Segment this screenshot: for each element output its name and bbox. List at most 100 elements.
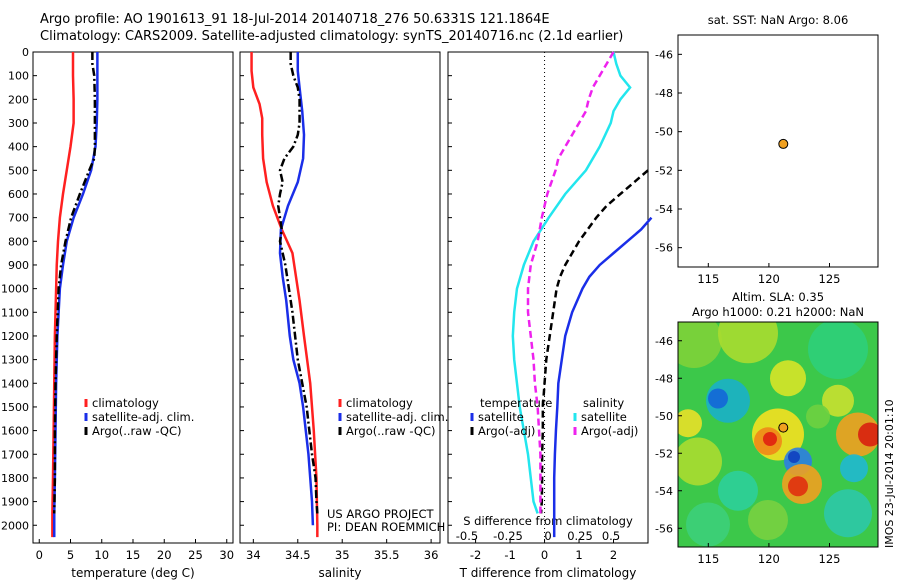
depth-tick-label: 1700 [1,448,29,461]
salinity-difference-tick-label: -0.5 [456,529,478,543]
altimetry-title: Altim. SLA: 0.35 [732,290,824,304]
salinity-legend-label: satellite-adj. clim. [346,410,448,424]
salinity-difference-tick-label: 0.25 [567,529,593,543]
project-annotation: US ARGO PROJECT [327,507,435,521]
difference-legend-label: Argo(-adj) [478,424,535,438]
salinity-series-argo---raw--qc- [276,52,319,514]
position-map-lat-tick-label: -56 [655,242,673,255]
depth-tick-label: 400 [8,141,29,154]
difference-tick-label: -1 [504,548,515,562]
depth-tick-label: 2000 [1,519,29,532]
float-position-marker [778,138,789,149]
depth-tick-label: 0 [22,46,29,59]
sla-anomaly-blob [763,432,777,446]
sla-heatmap [678,322,878,547]
argo-height-title: Argo h1000: 0.21 h2000: NaN [692,305,864,319]
salinity-difference-axis-label: S difference from climatology [463,514,633,528]
sla-anomaly-blob [824,489,872,538]
sla-anomaly-blob [678,322,722,368]
sla-anomaly-blob [808,322,868,379]
imos-timestamp-label: IMOS 23-Jul-2014 20:01:10 [883,399,896,548]
salinity-difference-tick-label: 0 [544,529,551,543]
difference-legend-title: temperature [480,396,552,410]
depth-tick-label: 1500 [1,401,29,414]
difference-series-2 [511,51,632,514]
difference-panel-frame [447,51,649,544]
position-map-lat-tick-label: -50 [655,126,673,139]
plot-title-line-1: Argo profile: AO 1901613_91 18-Jul-2014 … [40,12,550,27]
difference-legend-label: Argo(-adj) [581,424,638,438]
sla-anomaly-blob [678,437,722,486]
sla-anomaly-blob [806,404,830,429]
temperature-tick-label: 10 [94,548,109,562]
sla-anomaly-blob [678,409,702,438]
temperature-tick-label: 5 [67,548,74,562]
depth-tick-label: 200 [8,93,29,106]
sla-anomaly-blob [840,454,868,483]
depth-tick-label: 900 [8,259,29,272]
sla-anomaly-blob [822,384,854,417]
altimetry-map-lat-tick-label: -48 [655,372,673,385]
pi-annotation: PI: DEAN ROEMMICH [327,520,445,534]
altimetry-map-lon-tick-label: 120 [758,552,780,566]
depth-tick-label: 600 [8,188,29,201]
depth-tick-label: 1600 [1,425,29,438]
temperature-panel-frame [32,51,234,544]
difference-tick-label: -2 [470,548,481,562]
altimetry-map-lat-tick-label: -54 [655,485,673,498]
salinity-legend-label: Argo(..raw -QC) [346,424,436,438]
depth-tick-label: 1100 [1,306,29,319]
temperature-series-argo---raw--qc- [53,52,97,514]
difference-legend-label: satellite [581,410,627,424]
difference-series-3 [526,51,615,514]
salinity-panel-frame [239,51,441,544]
position-map-lat-tick-label: -46 [655,48,673,61]
difference-tick-label: 0 [541,548,548,562]
sla-anomaly-blob [770,360,806,397]
sla-anomaly-blob [708,388,728,409]
sst-title: sat. SST: NaN Argo: 8.06 [708,13,849,27]
sla-anomaly-blob [718,322,778,364]
temperature-series-satellite-adj--clim- [53,52,99,538]
temperature-tick-label: 15 [126,548,141,562]
temperature-legend-label: satellite-adj. clim. [92,410,194,424]
position-map-lat-tick-label: -52 [655,164,673,177]
difference-tick-label: 1 [575,548,582,562]
salinity-difference-tick-label: 0.5 [602,529,620,543]
position-map-lat-tick-label: -48 [655,87,673,100]
salinity-series-satellite-adj--clim- [278,52,315,526]
altimetry-map-lat-tick-label: -56 [655,522,673,535]
depth-tick-label: 500 [8,164,29,177]
altimetry-map-lon-tick-label: 125 [819,552,841,566]
altimetry-map-lat-tick-label: -52 [655,447,673,460]
position-map-lon-tick-label: 115 [697,272,719,286]
depth-tick-label: 1400 [1,377,29,390]
altimetry-map-lat-tick-label: -50 [655,410,673,423]
altimetry-map-frame [677,321,879,548]
sla-anomaly-blob [788,451,800,463]
salinity-tick-label: 36 [424,548,439,562]
depth-tick-label: 1000 [1,283,29,296]
sla-anomaly-blob [686,502,730,547]
position-map-lat-tick-label: -54 [655,203,673,216]
salinity-tick-label: 35 [335,548,350,562]
altimetry-map-lat-tick-label: -46 [655,335,673,348]
salinity-legend-label: climatology [346,396,413,410]
salinity-difference-tick-label: -0.25 [493,529,523,543]
temperature-axis-label: temperature (deg C) [71,566,194,580]
sla-anomaly-blob [748,500,788,540]
depth-tick-label: 1300 [1,354,29,367]
depth-tick-label: 1900 [1,496,29,509]
salinity-tick-label: 35.5 [374,548,400,562]
position-map-lon-tick-label: 120 [758,272,780,286]
salinity-axis-label: salinity [318,566,361,580]
difference-series-0 [552,216,653,538]
temperature-tick-label: 0 [36,548,43,562]
salinity-tick-label: 34 [246,548,261,562]
difference-series-1 [539,169,649,514]
position-map-lon-tick-label: 125 [819,272,841,286]
temperature-tick-label: 25 [188,548,203,562]
difference-tick-label: 2 [610,548,617,562]
difference-legend-title: salinity [583,396,624,410]
